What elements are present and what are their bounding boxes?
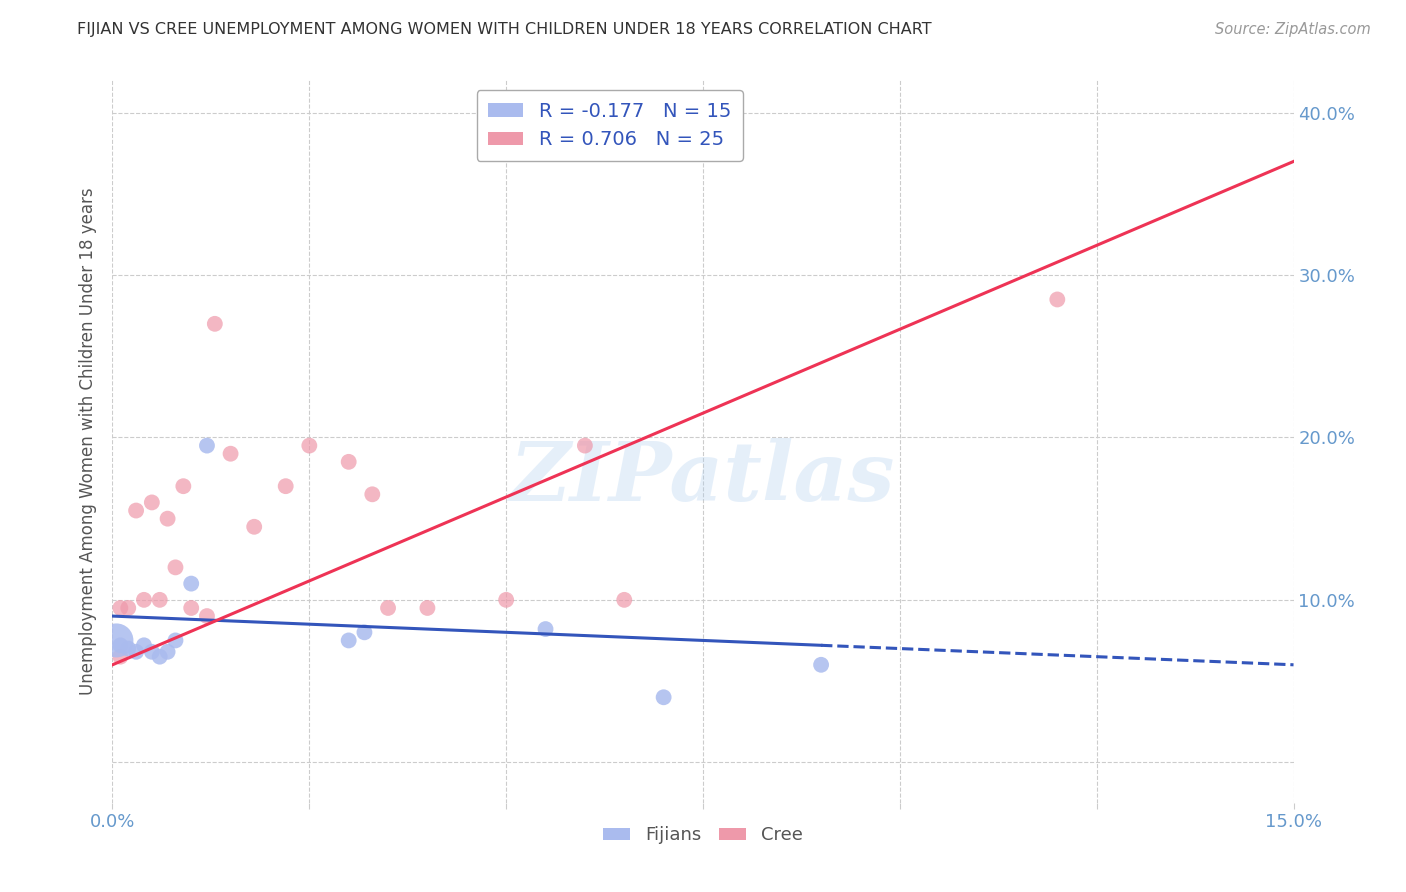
Point <box>105 633 128 648</box>
Point <box>534 622 557 636</box>
Point <box>274 479 297 493</box>
Point <box>495 592 517 607</box>
Point <box>180 576 202 591</box>
Point <box>156 645 179 659</box>
Point <box>132 592 155 607</box>
Point <box>243 520 266 534</box>
Point <box>149 649 172 664</box>
Point <box>117 601 139 615</box>
Point <box>204 317 226 331</box>
Point <box>110 601 132 615</box>
Point <box>574 439 596 453</box>
Point <box>353 625 375 640</box>
Point <box>613 592 636 607</box>
Point <box>337 633 360 648</box>
Point <box>219 447 242 461</box>
Point <box>156 511 179 525</box>
Point <box>195 609 218 624</box>
Point <box>110 649 132 664</box>
Point <box>1046 293 1069 307</box>
Point <box>141 495 163 509</box>
Legend: Fijians, Cree: Fijians, Cree <box>596 819 810 852</box>
Point <box>149 592 172 607</box>
Point <box>810 657 832 672</box>
Point <box>117 641 139 656</box>
Point <box>125 645 148 659</box>
Text: FIJIAN VS CREE UNEMPLOYMENT AMONG WOMEN WITH CHILDREN UNDER 18 YEARS CORRELATION: FIJIAN VS CREE UNEMPLOYMENT AMONG WOMEN … <box>77 22 932 37</box>
Point <box>125 503 148 517</box>
Point <box>195 439 218 453</box>
Text: Source: ZipAtlas.com: Source: ZipAtlas.com <box>1215 22 1371 37</box>
Text: ZIPatlas: ZIPatlas <box>510 438 896 517</box>
Point <box>165 560 187 574</box>
Point <box>172 479 194 493</box>
Point <box>165 633 187 648</box>
Point <box>180 601 202 615</box>
Point <box>337 455 360 469</box>
Point <box>416 601 439 615</box>
Point <box>298 439 321 453</box>
Point <box>110 638 132 652</box>
Point <box>141 645 163 659</box>
Point <box>361 487 384 501</box>
Point <box>132 638 155 652</box>
Y-axis label: Unemployment Among Women with Children Under 18 years: Unemployment Among Women with Children U… <box>79 187 97 696</box>
Point <box>377 601 399 615</box>
Point <box>652 690 675 705</box>
